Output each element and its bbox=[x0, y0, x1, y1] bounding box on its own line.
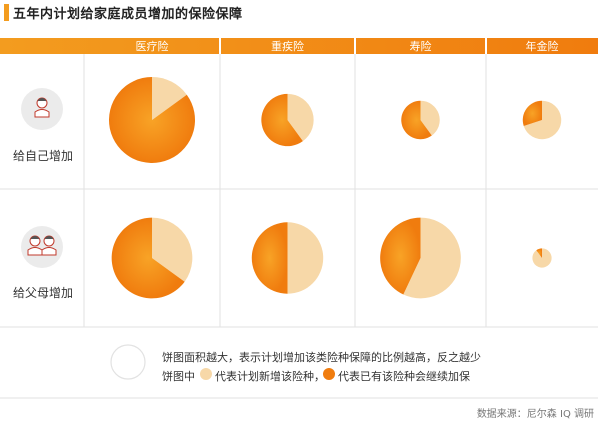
pie-slice-existing bbox=[522, 100, 542, 126]
pie-slice-existing bbox=[401, 100, 432, 140]
pie-slice-existing bbox=[108, 77, 196, 163]
pie-slice-planned bbox=[152, 217, 193, 282]
column-header-2: 重疾险 bbox=[271, 39, 304, 53]
pie-slice-existing bbox=[261, 93, 303, 147]
row-label-self: 给自己增加 bbox=[12, 149, 73, 163]
legend-size-circle bbox=[110, 344, 146, 380]
pie-1-2 bbox=[261, 93, 314, 147]
pie-slice-planned bbox=[287, 222, 324, 294]
pie-slice-planned bbox=[403, 217, 461, 299]
header-band bbox=[0, 38, 598, 54]
legend-existing-label: 代表已有该险种会继续加保 bbox=[338, 370, 470, 383]
pie-2-3 bbox=[380, 217, 461, 299]
column-header-1: 医疗险 bbox=[136, 39, 169, 53]
legend-planned-swatch bbox=[200, 368, 212, 380]
pie-slice-existing bbox=[251, 222, 288, 294]
elderly-couple-icon bbox=[21, 226, 63, 268]
pie-slice-existing bbox=[536, 248, 542, 258]
pie-slice-planned bbox=[152, 77, 187, 120]
column-header-4: 年金险 bbox=[526, 39, 559, 53]
pie-slice-planned bbox=[420, 100, 440, 136]
legend-prefix: 饼图中 bbox=[162, 370, 195, 383]
chart-title: 五年内计划给家庭成员增加的保险保障 bbox=[13, 7, 243, 22]
pie-2-2 bbox=[251, 222, 324, 294]
pie-slice-planned bbox=[523, 100, 562, 140]
pie-1-4 bbox=[522, 100, 562, 140]
pie-slice-existing bbox=[380, 217, 421, 295]
column-header-3: 寿险 bbox=[410, 39, 432, 53]
data-source-note: 数据来源：尼尔森 IQ 调研 bbox=[476, 409, 594, 420]
single-person-icon bbox=[21, 88, 63, 130]
pie-1-3 bbox=[401, 100, 440, 140]
row-label-parents: 给父母增加 bbox=[12, 286, 73, 300]
pie-2-1 bbox=[111, 217, 193, 299]
title-accent-bar bbox=[4, 4, 9, 21]
pie-slice-existing bbox=[111, 217, 185, 299]
pie-2-4 bbox=[532, 248, 552, 268]
pie-slice-planned bbox=[287, 93, 314, 142]
pie-1-1 bbox=[108, 77, 196, 163]
legend-planned-label: 代表计划新增该险种， bbox=[215, 370, 325, 383]
legend-existing-swatch bbox=[323, 368, 335, 380]
legend-size-note: 饼图面积越大，表示计划增加该类险种保障的比例越高，反之越少 bbox=[162, 351, 481, 364]
